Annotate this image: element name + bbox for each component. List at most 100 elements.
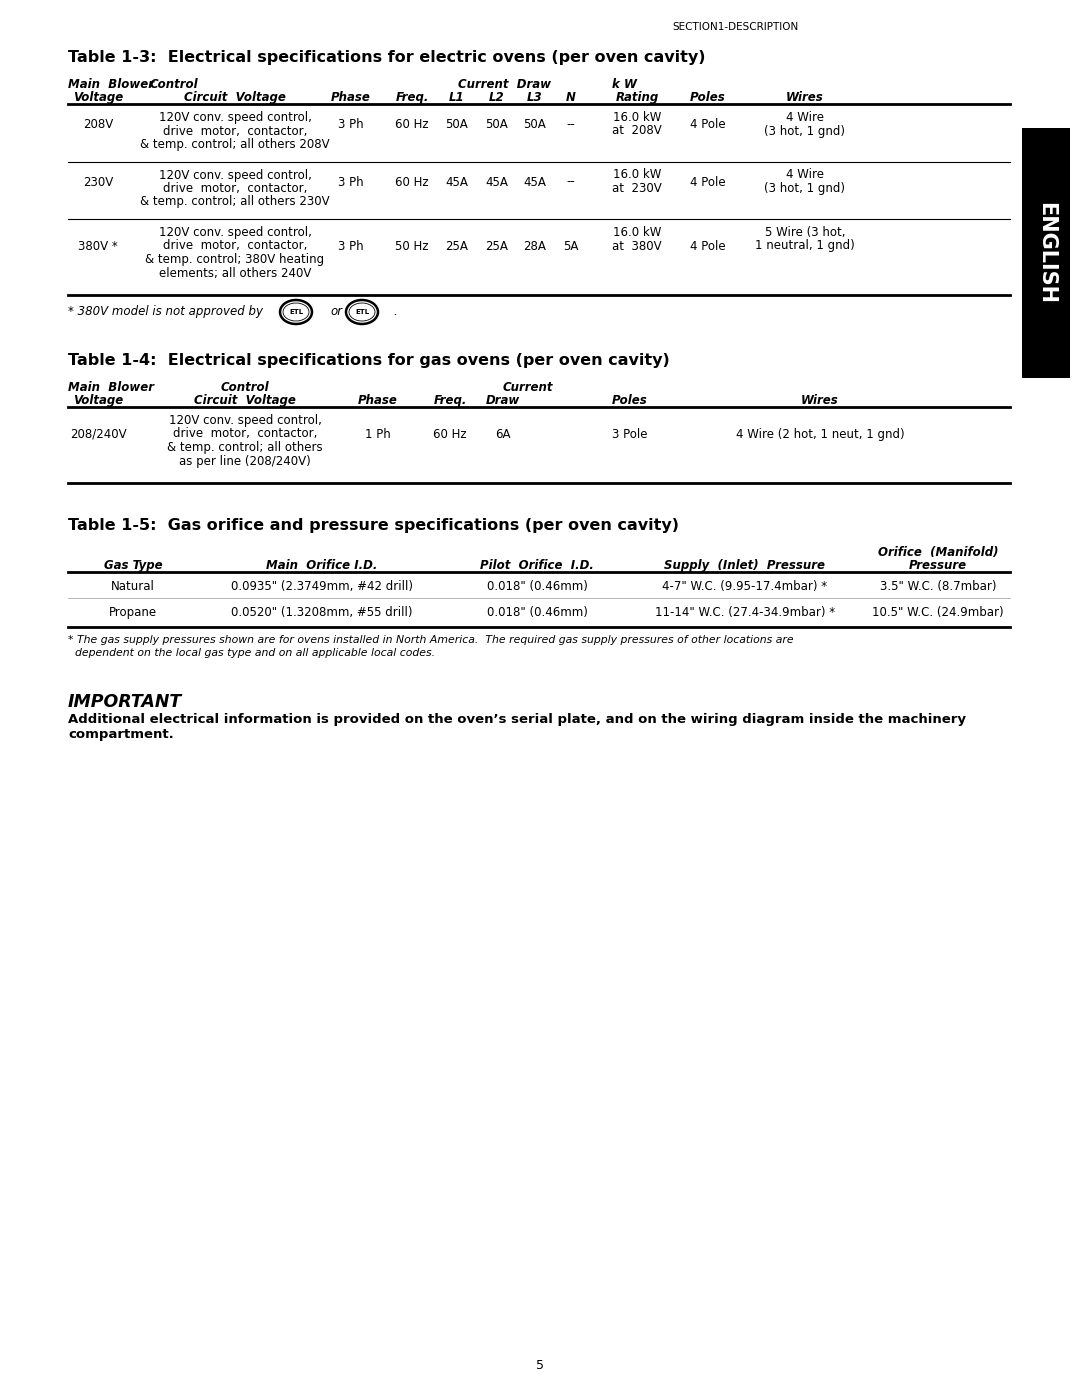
Text: .: . xyxy=(393,305,396,319)
Text: or: or xyxy=(330,305,342,319)
Text: 1 neutral, 1 gnd): 1 neutral, 1 gnd) xyxy=(755,239,855,253)
Text: Main  Orifice I.D.: Main Orifice I.D. xyxy=(267,559,378,571)
Text: 3.5" W.C. (8.7mbar): 3.5" W.C. (8.7mbar) xyxy=(880,580,996,592)
Text: 230V: 230V xyxy=(83,176,113,189)
Text: Table 1-3:  Electrical specifications for electric ovens (per oven cavity): Table 1-3: Electrical specifications for… xyxy=(68,50,705,66)
Text: elements; all others 240V: elements; all others 240V xyxy=(159,267,311,279)
Text: drive  motor,  contactor,: drive motor, contactor, xyxy=(173,427,318,440)
Text: Gas Type: Gas Type xyxy=(104,559,162,571)
Text: 4 Wire (2 hot, 1 neut, 1 gnd): 4 Wire (2 hot, 1 neut, 1 gnd) xyxy=(735,427,904,440)
Text: 50A: 50A xyxy=(486,117,509,131)
Text: L1: L1 xyxy=(449,91,464,103)
Text: Circuit  Voltage: Circuit Voltage xyxy=(194,394,296,407)
Text: ETL: ETL xyxy=(289,309,303,314)
Text: 16.0 kW: 16.0 kW xyxy=(612,226,661,239)
Text: & temp. control; 380V heating: & temp. control; 380V heating xyxy=(146,253,325,265)
Text: 16.0 kW: 16.0 kW xyxy=(612,169,661,182)
Text: 208/240V: 208/240V xyxy=(70,427,126,440)
Text: 120V conv. speed control,: 120V conv. speed control, xyxy=(168,414,322,427)
Text: 3 Pole: 3 Pole xyxy=(612,427,648,440)
Text: Table 1-4:  Electrical specifications for gas ovens (per oven cavity): Table 1-4: Electrical specifications for… xyxy=(68,353,670,367)
Text: 3 Ph: 3 Ph xyxy=(338,176,364,189)
Text: 4 Wire: 4 Wire xyxy=(786,169,824,182)
Text: 4 Pole: 4 Pole xyxy=(690,240,726,253)
Text: & temp. control; all others 208V: & temp. control; all others 208V xyxy=(140,138,329,151)
Text: 25A: 25A xyxy=(486,240,509,253)
Text: 45A: 45A xyxy=(486,176,509,189)
Text: Current: Current xyxy=(503,381,554,394)
Text: Circuit  Voltage: Circuit Voltage xyxy=(184,91,286,103)
Text: & temp. control; all others: & temp. control; all others xyxy=(167,441,323,454)
Text: at  380V: at 380V xyxy=(612,239,662,253)
Text: Pressure: Pressure xyxy=(909,559,967,571)
Text: 4 Wire: 4 Wire xyxy=(786,110,824,124)
Text: (3 hot, 1 gnd): (3 hot, 1 gnd) xyxy=(765,124,846,137)
Text: 120V conv. speed control,: 120V conv. speed control, xyxy=(159,110,311,124)
Text: IMPORTANT: IMPORTANT xyxy=(68,693,183,711)
Text: 60 Hz: 60 Hz xyxy=(395,117,429,131)
Text: Control: Control xyxy=(220,381,269,394)
Text: 16.0 kW: 16.0 kW xyxy=(612,110,661,124)
Text: Poles: Poles xyxy=(612,394,648,407)
Text: Rating: Rating xyxy=(616,91,659,103)
Text: Current  Draw: Current Draw xyxy=(459,78,552,91)
Text: Supply  (Inlet)  Pressure: Supply (Inlet) Pressure xyxy=(664,559,825,571)
Text: Voltage: Voltage xyxy=(72,91,123,103)
Text: Main  Blower: Main Blower xyxy=(68,78,154,91)
Text: 60 Hz: 60 Hz xyxy=(433,427,467,440)
Text: Propane: Propane xyxy=(109,606,157,619)
Text: 120V conv. speed control,: 120V conv. speed control, xyxy=(159,226,311,239)
Text: 1 Ph: 1 Ph xyxy=(365,427,391,440)
Text: Pilot  Orifice  I.D.: Pilot Orifice I.D. xyxy=(481,559,594,571)
Text: 10.5" W.C. (24.9mbar): 10.5" W.C. (24.9mbar) xyxy=(873,606,1003,619)
Text: Main  Blower: Main Blower xyxy=(68,381,154,394)
Text: Voltage: Voltage xyxy=(72,394,123,407)
Text: Table 1-5:  Gas orifice and pressure specifications (per oven cavity): Table 1-5: Gas orifice and pressure spec… xyxy=(68,518,679,534)
Text: 6A: 6A xyxy=(496,427,511,440)
Text: 380V *: 380V * xyxy=(78,240,118,253)
Text: Wires: Wires xyxy=(786,91,824,103)
Text: 25A: 25A xyxy=(446,240,469,253)
Text: Poles: Poles xyxy=(690,91,726,103)
Text: 45A: 45A xyxy=(446,176,469,189)
Text: 5: 5 xyxy=(536,1359,544,1372)
Text: 4 Pole: 4 Pole xyxy=(690,117,726,131)
Text: SECTION1-DESCRIPTION: SECTION1-DESCRIPTION xyxy=(672,22,798,32)
Text: Freq.: Freq. xyxy=(395,91,429,103)
Text: Phase: Phase xyxy=(359,394,397,407)
Text: 5A: 5A xyxy=(564,240,579,253)
Text: 0.018" (0.46mm): 0.018" (0.46mm) xyxy=(487,606,588,619)
Text: --: -- xyxy=(567,176,576,189)
Text: 4-7" W.C. (9.95-17.4mbar) *: 4-7" W.C. (9.95-17.4mbar) * xyxy=(662,580,827,592)
Text: 11-14" W.C. (27.4-34.9mbar) *: 11-14" W.C. (27.4-34.9mbar) * xyxy=(654,606,835,619)
Text: --: -- xyxy=(567,117,576,131)
Text: Draw: Draw xyxy=(486,394,521,407)
Text: 208V: 208V xyxy=(83,117,113,131)
Text: 5 Wire (3 hot,: 5 Wire (3 hot, xyxy=(765,226,846,239)
Bar xyxy=(1022,129,1070,379)
Text: 3 Ph: 3 Ph xyxy=(338,117,364,131)
Text: N: N xyxy=(566,91,576,103)
Text: L3: L3 xyxy=(527,91,543,103)
Text: Orifice  (Manifold): Orifice (Manifold) xyxy=(878,546,998,559)
Text: 60 Hz: 60 Hz xyxy=(395,176,429,189)
Text: dependent on the local gas type and on all applicable local codes.: dependent on the local gas type and on a… xyxy=(68,648,435,658)
Text: Freq.: Freq. xyxy=(433,394,467,407)
Text: ENGLISH: ENGLISH xyxy=(1036,203,1056,305)
Text: * The gas supply pressures shown are for ovens installed in North America.  The : * The gas supply pressures shown are for… xyxy=(68,636,794,645)
Text: drive  motor,  contactor,: drive motor, contactor, xyxy=(163,124,307,137)
Text: 50 Hz: 50 Hz xyxy=(395,240,429,253)
Text: 0.0935" (2.3749mm, #42 drill): 0.0935" (2.3749mm, #42 drill) xyxy=(231,580,413,592)
Text: 0.018" (0.46mm): 0.018" (0.46mm) xyxy=(487,580,588,592)
Text: drive  motor,  contactor,: drive motor, contactor, xyxy=(163,182,307,196)
Text: Additional electrical information is provided on the oven’s serial plate, and on: Additional electrical information is pro… xyxy=(68,712,966,726)
Text: Control: Control xyxy=(150,78,199,91)
Text: at  230V: at 230V xyxy=(612,182,662,196)
Text: as per line (208/240V): as per line (208/240V) xyxy=(179,454,311,468)
Text: compartment.: compartment. xyxy=(68,728,174,740)
Text: 50A: 50A xyxy=(524,117,546,131)
Text: & temp. control; all others 230V: & temp. control; all others 230V xyxy=(140,196,329,208)
Text: 120V conv. speed control,: 120V conv. speed control, xyxy=(159,169,311,182)
Text: drive  motor,  contactor,: drive motor, contactor, xyxy=(163,239,307,253)
Text: ETL: ETL xyxy=(355,309,369,314)
